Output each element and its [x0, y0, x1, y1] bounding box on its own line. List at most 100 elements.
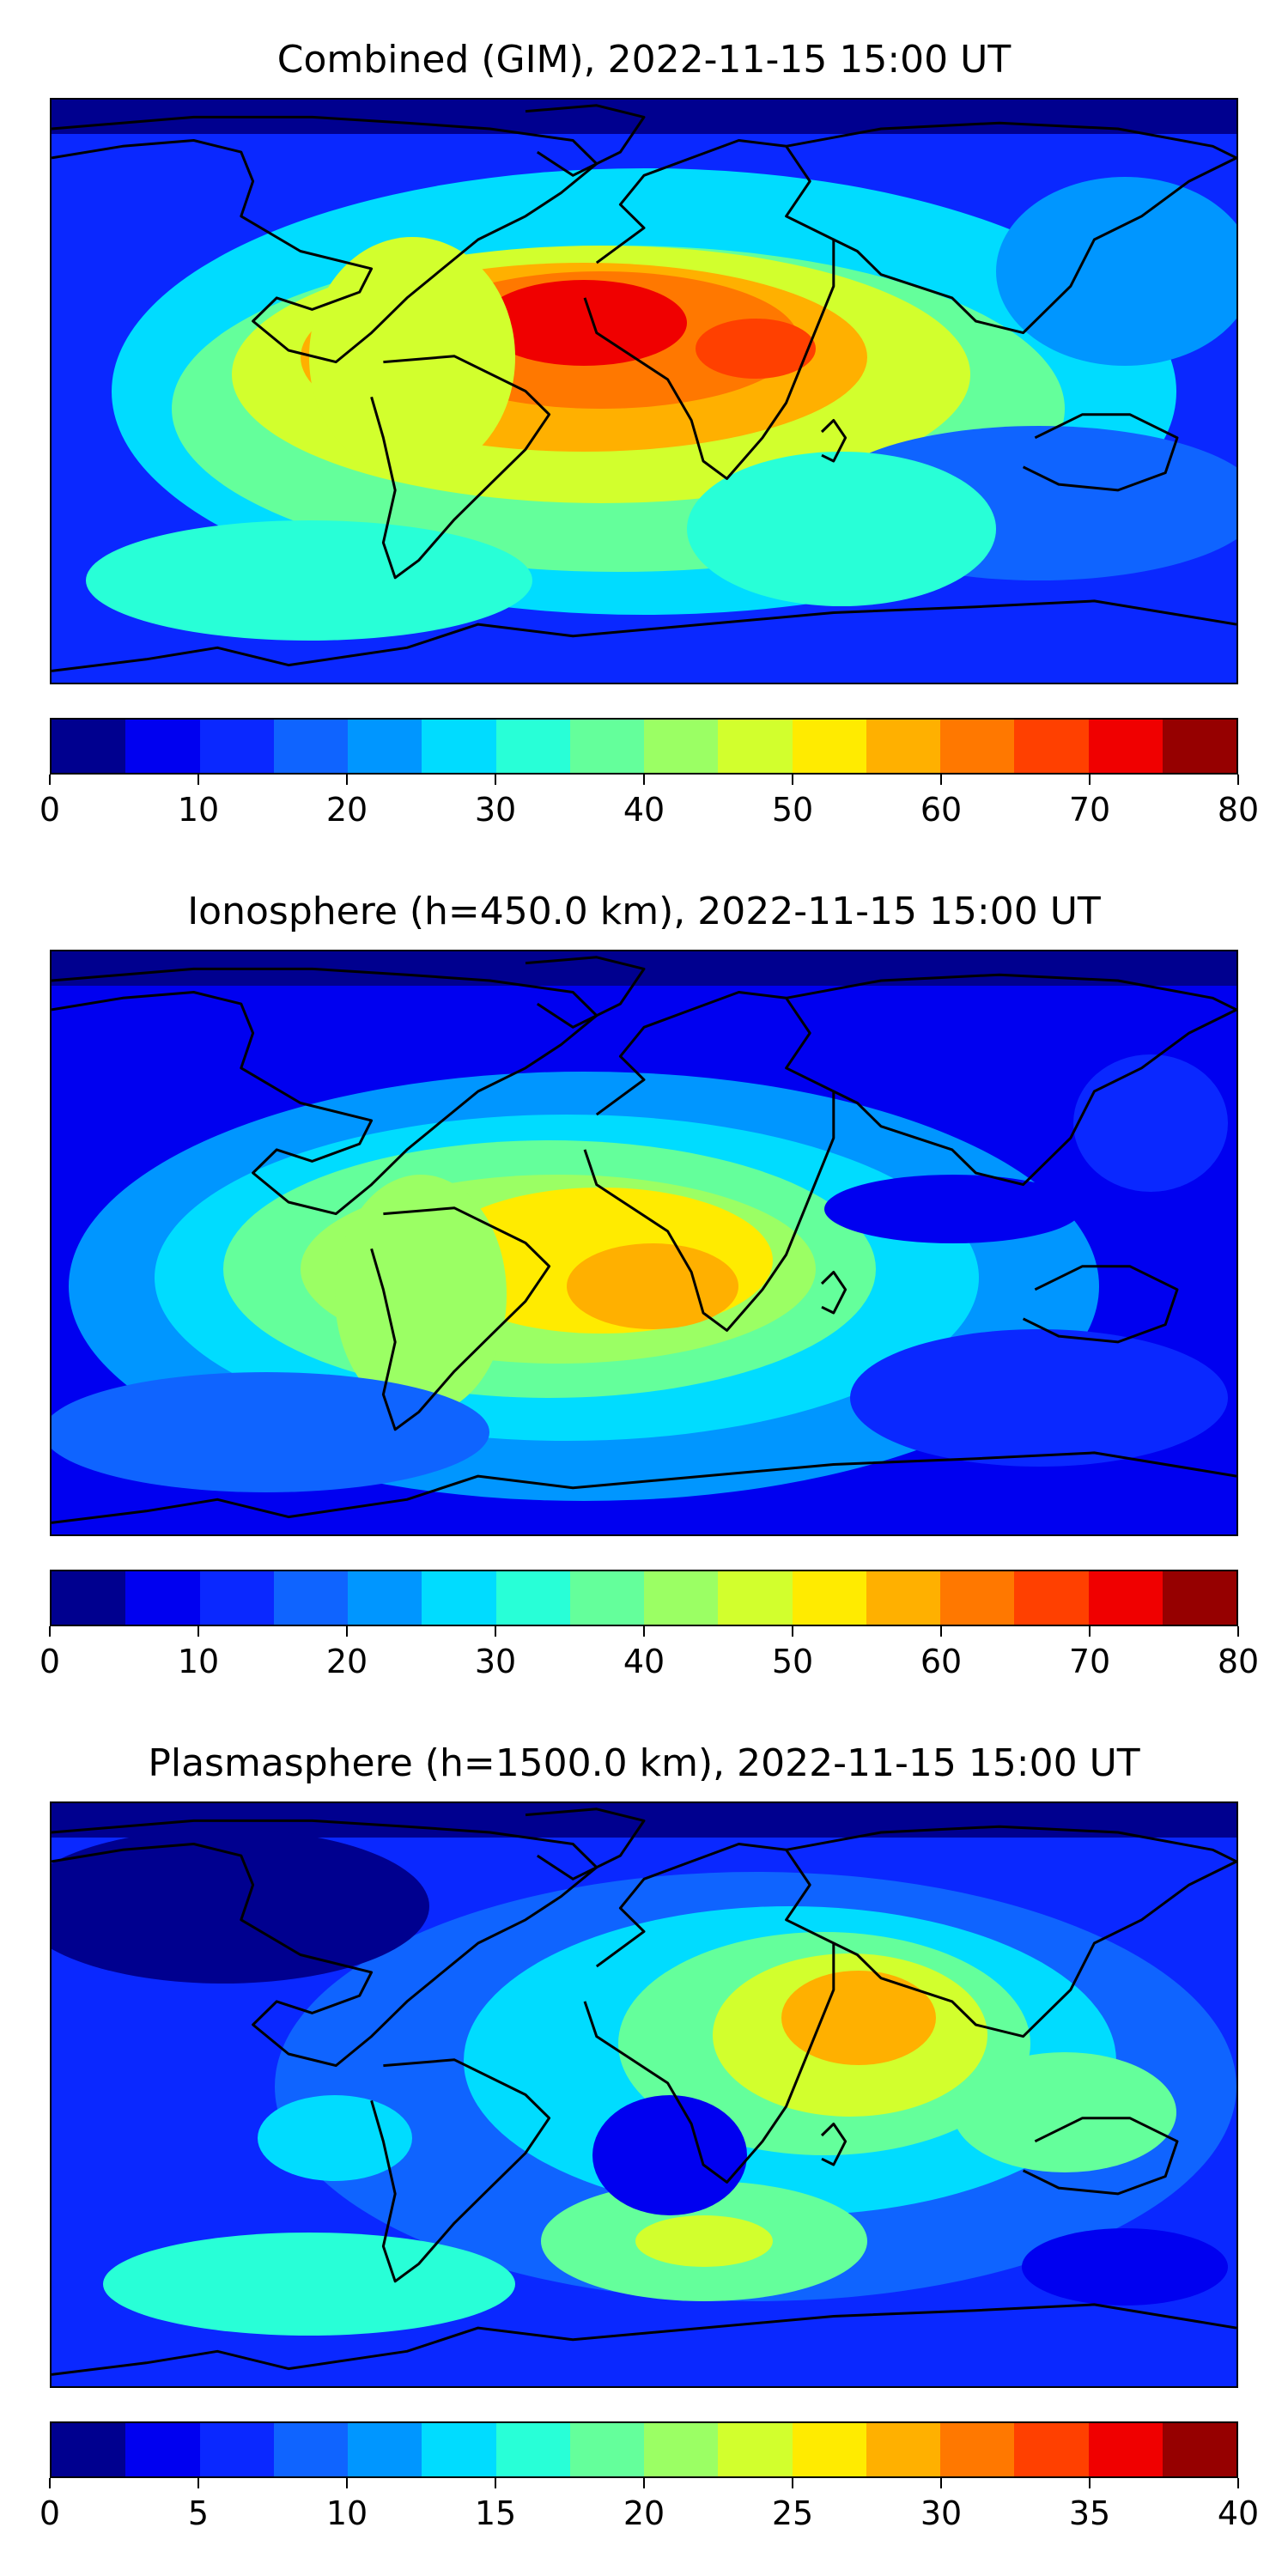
- colorbar-tick-label: 50: [771, 1643, 814, 1680]
- contour-region: [592, 2095, 747, 2215]
- coastline: [52, 967, 598, 1216]
- coastline: [1022, 1265, 1179, 1344]
- colorbar-tick-label: 20: [623, 2494, 665, 2532]
- coastline: [525, 104, 646, 177]
- colorbar-segment: [792, 1571, 866, 1625]
- chart-title: Combined (GIM), 2022-11-15 15:00 UT: [276, 38, 1012, 82]
- colorbar-tick-label: 70: [1068, 1643, 1111, 1680]
- coastline: [786, 121, 1236, 335]
- tec-map: [52, 100, 1236, 683]
- colorbar-tick-label: 80: [1217, 791, 1260, 829]
- colorbar-segment: [569, 1571, 644, 1625]
- coastline: [786, 973, 1236, 1187]
- colorbar-segment: [495, 720, 570, 773]
- colorbar-tick-label: 20: [325, 1643, 368, 1680]
- colorbar-segment: [644, 2423, 719, 2476]
- colorbar-segment: [1162, 1571, 1236, 1625]
- colorbar-segment: [792, 720, 866, 773]
- tec-map: [52, 1803, 1236, 2386]
- contour-region: [103, 2233, 515, 2336]
- coastline: [786, 1825, 1236, 2038]
- contour-region: [850, 1329, 1228, 1467]
- colorbar-segment: [495, 1571, 570, 1625]
- colorbar-tick-label: 30: [474, 1643, 517, 1680]
- coastline: [370, 355, 551, 580]
- map-ionosphere: [50, 950, 1238, 1536]
- chart-title: Plasmasphere (h=1500.0 km), 2022-11-15 1…: [148, 1741, 1140, 1785]
- colorbar-segment: [866, 2423, 940, 2476]
- colorbar-segment: [52, 1571, 126, 1625]
- colorbar-segment: [940, 1571, 1015, 1625]
- colorbar-segment: [495, 2423, 570, 2476]
- colorbar-tick-label: 40: [623, 1643, 665, 1680]
- coastline: [52, 1819, 598, 2068]
- colorbar-segment: [1162, 720, 1236, 773]
- contour-region: [52, 1829, 429, 1984]
- colorbar-segment: [348, 720, 422, 773]
- colorbar-tick-label: 40: [1217, 2494, 1260, 2532]
- colorbar-segment: [569, 2423, 644, 2476]
- coastline: [525, 956, 646, 1029]
- contour-region: [335, 1175, 507, 1415]
- colorbar-segment: [52, 2423, 126, 2476]
- colorbar-segment: [1014, 2423, 1089, 2476]
- coastline: [52, 2303, 1236, 2376]
- colorbar-segment: [866, 1571, 940, 1625]
- tec-map: [52, 951, 1236, 1534]
- coastline: [583, 139, 835, 480]
- colorbar-segment: [348, 2423, 422, 2476]
- colorbar-segment: [1014, 1571, 1089, 1625]
- colorbar-segment: [644, 1571, 719, 1625]
- contour-region: [86, 520, 532, 641]
- colorbar-ticks: 0 5 10 15 20 25 30 35 40: [39, 2478, 1259, 2532]
- colorbar-segment: [644, 720, 719, 773]
- colorbar-tick-label: 5: [187, 2494, 210, 2532]
- colorbar-segment: [792, 2423, 866, 2476]
- colorbar-tick-label: 0: [39, 791, 61, 829]
- colorbar-tick-label: 70: [1068, 791, 1111, 829]
- contour-region: [309, 237, 515, 477]
- colorbar-tick-label: 25: [771, 2494, 814, 2532]
- colorbar-tick-label: 60: [920, 791, 963, 829]
- colorbar-tick-label: 50: [771, 791, 814, 829]
- colorbar-tick-label: 80: [1217, 1643, 1260, 1680]
- colorbar-segment: [199, 1571, 274, 1625]
- contour-region: [687, 452, 996, 606]
- coastline: [370, 2058, 551, 2283]
- colorbar-segment: [1162, 2423, 1236, 2476]
- coastline: [820, 1271, 848, 1315]
- colorbar-segment: [125, 2423, 200, 2476]
- colorbar-segment: [273, 1571, 348, 1625]
- coastline: [52, 599, 1236, 672]
- contour-region: [481, 280, 687, 366]
- contour-region: [52, 1372, 489, 1492]
- colorbar-tick-label: 10: [325, 2494, 368, 2532]
- colorbar-segment: [866, 720, 940, 773]
- contour-region: [635, 2215, 773, 2267]
- coastline: [1022, 413, 1179, 492]
- contour-region: [824, 1175, 1082, 1243]
- colorbar-segment: [422, 720, 496, 773]
- contour-region: [567, 1243, 738, 1329]
- coastline: [525, 1807, 646, 1880]
- contour-region: [696, 319, 816, 379]
- colorbar-tick-label: 30: [920, 2494, 963, 2532]
- colorbar-tick-label: 20: [325, 791, 368, 829]
- coastline: [583, 1843, 835, 2184]
- colorbar-segment: [718, 2423, 793, 2476]
- colorbar-tick-label: 35: [1068, 2494, 1111, 2532]
- coastline: [370, 1206, 551, 1431]
- colorbar-tick-label: 10: [177, 1643, 220, 1680]
- colorbar-tick-label: 10: [177, 791, 220, 829]
- colorbar-tick-label: 30: [474, 791, 517, 829]
- coastline: [1022, 2117, 1179, 2196]
- coastline: [820, 2123, 848, 2166]
- colorbar-segment: [1088, 1571, 1163, 1625]
- map-combined: [50, 98, 1238, 684]
- colorbar-segment: [422, 1571, 496, 1625]
- colorbar: [50, 718, 1238, 775]
- colorbar-segment: [52, 720, 126, 773]
- colorbar-segment: [422, 2423, 496, 2476]
- colorbar-segment: [940, 2423, 1015, 2476]
- contour-region: [1022, 2228, 1228, 2306]
